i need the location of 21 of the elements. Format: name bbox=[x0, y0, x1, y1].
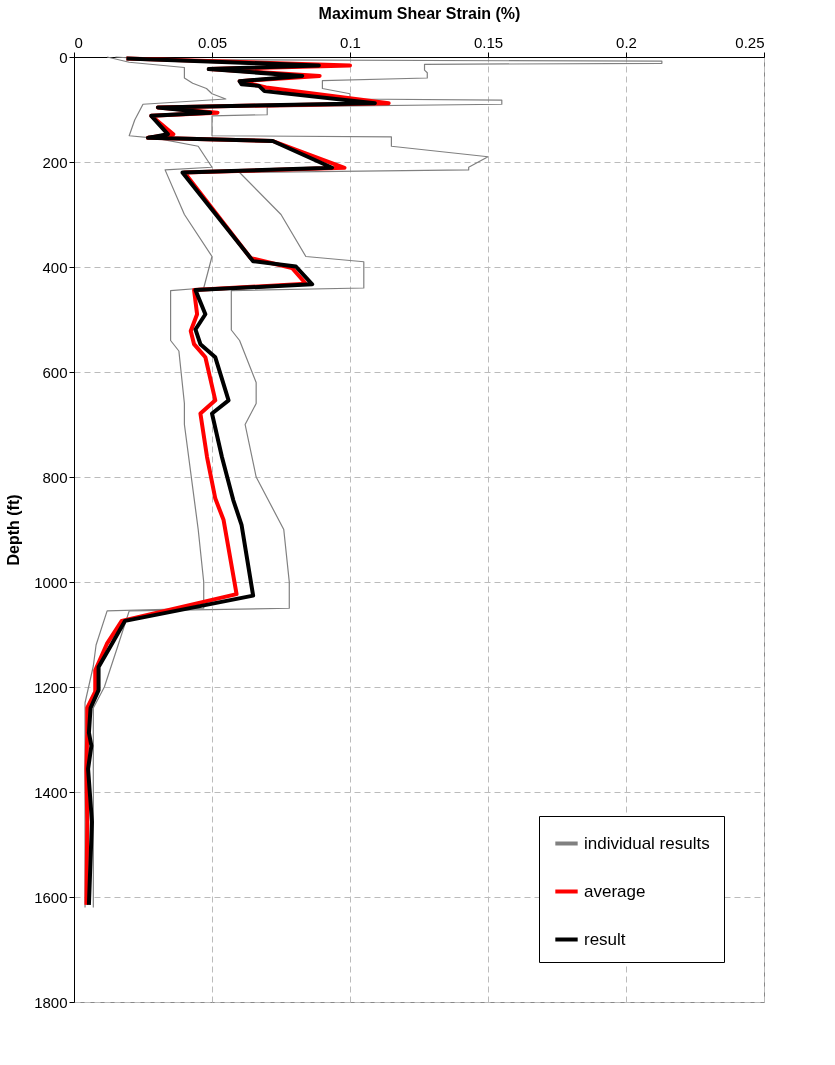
x-tick-label: 0.25 bbox=[735, 33, 765, 51]
y-tick-label: 1400 bbox=[34, 783, 68, 801]
y-tick-label: 0 bbox=[59, 48, 68, 66]
x-tick-label: 0.2 bbox=[616, 33, 637, 51]
y-tick-label: 400 bbox=[42, 258, 68, 276]
y-axis-title: Depth (ft) bbox=[5, 494, 23, 566]
x-tick-label: 0 bbox=[74, 33, 83, 51]
y-tick-label: 1000 bbox=[34, 573, 68, 591]
legend-label: result bbox=[584, 929, 626, 949]
legend-label: individual results bbox=[584, 833, 710, 853]
x-tick-label: 0.05 bbox=[197, 33, 228, 51]
x-tick-label: 0.15 bbox=[473, 33, 504, 51]
y-tick-label: 800 bbox=[42, 468, 68, 486]
x-tick-label: 0.1 bbox=[340, 33, 361, 51]
y-tick-label: 1200 bbox=[34, 678, 68, 696]
y-tick-label: 600 bbox=[42, 363, 68, 381]
y-tick-label: 200 bbox=[42, 153, 68, 171]
x-axis-title: Maximum Shear Strain (%) bbox=[318, 4, 521, 22]
y-tick-label: 1800 bbox=[34, 993, 68, 1011]
legend-label: average bbox=[584, 881, 646, 901]
y-tick-label: 1600 bbox=[34, 888, 68, 906]
